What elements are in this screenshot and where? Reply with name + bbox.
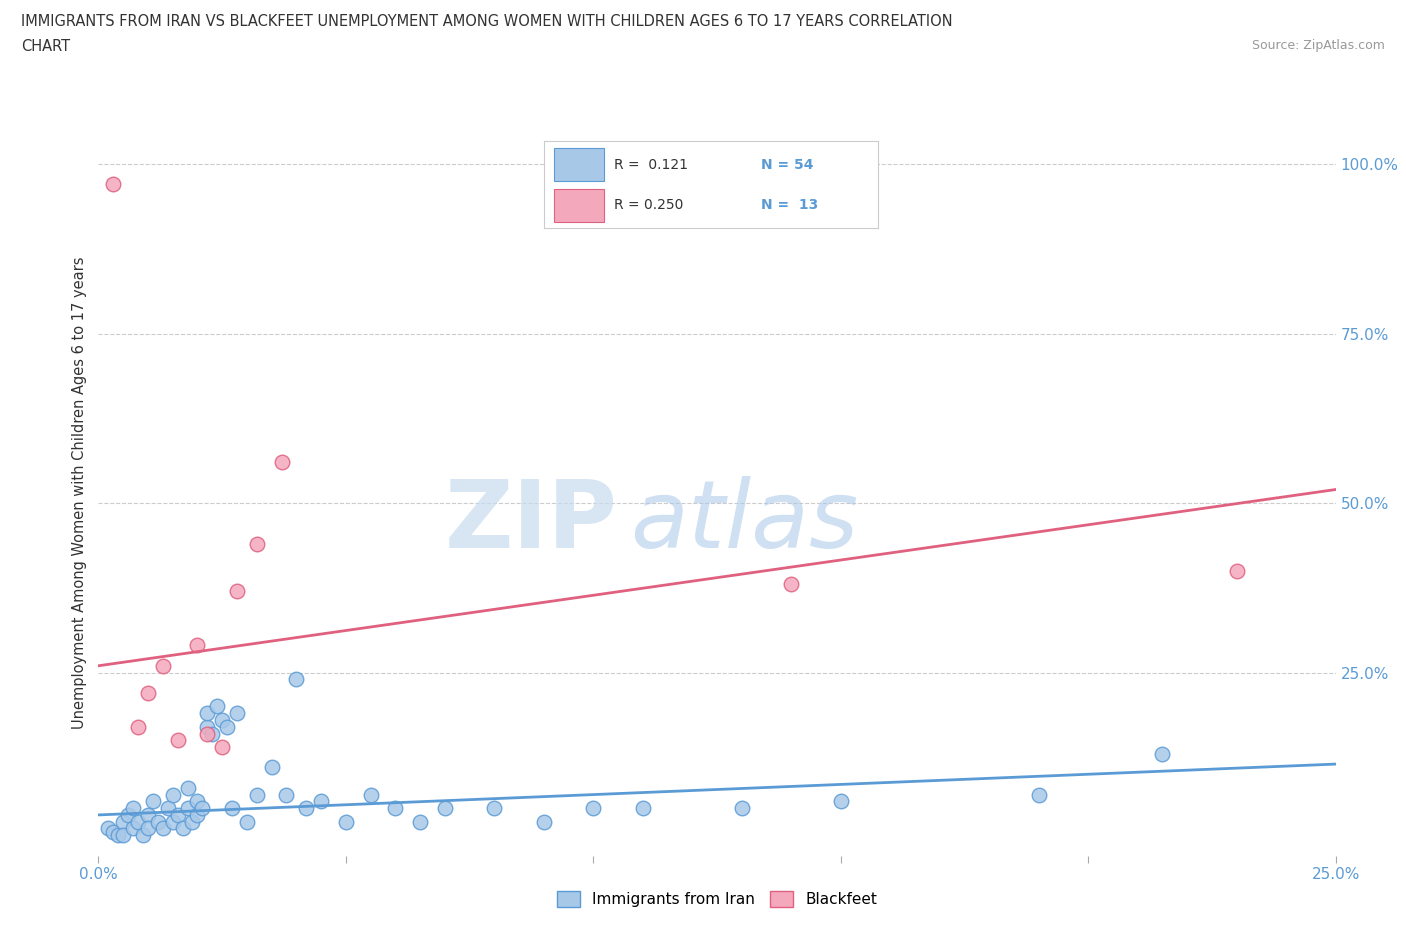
Point <box>360 787 382 802</box>
Point <box>127 719 149 734</box>
Point <box>1028 787 1050 802</box>
Point <box>146 815 169 830</box>
Point <box>176 780 198 795</box>
Text: Source: ZipAtlas.com: Source: ZipAtlas.com <box>1251 39 1385 52</box>
Point <box>156 801 179 816</box>
Point <box>97 821 120 836</box>
Point <box>166 733 188 748</box>
Point <box>103 824 125 839</box>
Text: ZIP: ZIP <box>446 476 619 568</box>
Point <box>107 828 129 843</box>
Point <box>221 801 243 816</box>
Point <box>152 658 174 673</box>
Point <box>166 807 188 822</box>
Point <box>433 801 456 816</box>
Point <box>103 177 125 192</box>
Legend: Immigrants from Iran, Blackfeet: Immigrants from Iran, Blackfeet <box>551 885 883 913</box>
Point <box>285 671 308 686</box>
Point <box>533 815 555 830</box>
Point <box>181 815 204 830</box>
Point <box>127 815 149 830</box>
Point <box>122 801 145 816</box>
Point <box>195 706 218 721</box>
Point <box>205 699 228 714</box>
Point <box>309 794 332 809</box>
Point <box>172 821 194 836</box>
Point <box>236 815 259 830</box>
Point <box>142 794 165 809</box>
Point <box>409 815 432 830</box>
Point <box>162 787 184 802</box>
Point <box>295 801 318 816</box>
Point <box>211 712 233 727</box>
Text: atlas: atlas <box>630 476 859 567</box>
Point <box>201 726 224 741</box>
Point <box>186 794 208 809</box>
Point <box>195 719 218 734</box>
Point <box>136 821 159 836</box>
Text: CHART: CHART <box>21 39 70 54</box>
Y-axis label: Unemployment Among Women with Children Ages 6 to 17 years: Unemployment Among Women with Children A… <box>72 257 87 729</box>
Point <box>1226 564 1249 578</box>
Point <box>246 787 269 802</box>
Point <box>217 719 239 734</box>
Point <box>136 807 159 822</box>
Point <box>335 815 357 830</box>
Point <box>162 815 184 830</box>
Point <box>780 577 803 591</box>
Point <box>136 685 159 700</box>
Point <box>176 801 198 816</box>
Point <box>112 815 135 830</box>
Point <box>226 706 249 721</box>
Point <box>731 801 754 816</box>
Point <box>270 455 292 470</box>
Point <box>1152 747 1174 762</box>
Point <box>122 821 145 836</box>
Point <box>195 726 218 741</box>
Text: IMMIGRANTS FROM IRAN VS BLACKFEET UNEMPLOYMENT AMONG WOMEN WITH CHILDREN AGES 6 : IMMIGRANTS FROM IRAN VS BLACKFEET UNEMPL… <box>21 14 953 29</box>
Point <box>246 537 269 551</box>
Point <box>631 801 654 816</box>
Point <box>276 787 298 802</box>
Point <box>582 801 605 816</box>
Point <box>830 794 852 809</box>
Point <box>132 828 155 843</box>
Point <box>152 821 174 836</box>
Point <box>226 584 249 599</box>
Point <box>186 807 208 822</box>
Point <box>117 807 139 822</box>
Point <box>186 638 208 653</box>
Point <box>260 760 283 775</box>
Point <box>211 739 233 754</box>
Point <box>384 801 406 816</box>
Point <box>112 828 135 843</box>
Point <box>191 801 214 816</box>
Point <box>484 801 506 816</box>
